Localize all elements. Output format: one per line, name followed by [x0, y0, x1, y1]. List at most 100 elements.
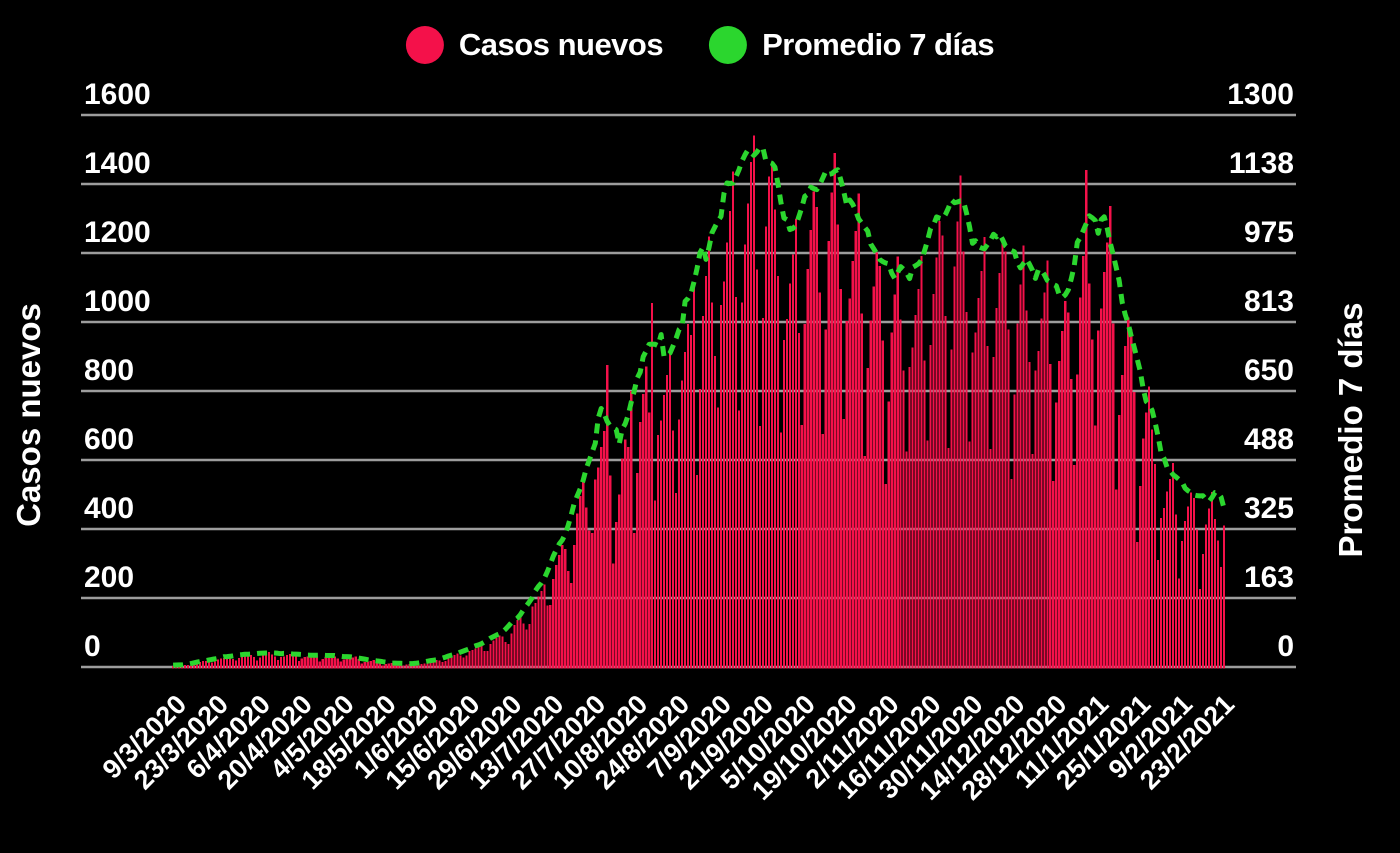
bar — [1157, 560, 1160, 669]
bar — [707, 236, 711, 669]
bars-series-casos-nuevos — [172, 135, 1226, 669]
bar — [312, 655, 315, 669]
bar — [1007, 329, 1010, 669]
bar — [345, 658, 348, 669]
bar — [618, 494, 621, 669]
bar — [576, 513, 579, 669]
bar — [189, 665, 193, 669]
bar — [911, 347, 914, 669]
bar — [728, 210, 732, 669]
bar — [528, 623, 531, 669]
bar — [426, 662, 429, 669]
bar — [980, 270, 983, 669]
bar — [672, 430, 675, 669]
bar — [342, 659, 345, 669]
bar — [525, 629, 528, 669]
left-y-tick-label: 1200 — [84, 216, 151, 249]
bar — [654, 500, 657, 669]
bar — [1025, 310, 1028, 669]
bar — [803, 324, 806, 669]
bar — [722, 281, 726, 669]
bar — [645, 366, 648, 669]
bar — [228, 656, 232, 669]
bar — [477, 646, 480, 669]
bar — [498, 635, 501, 669]
bar — [830, 192, 833, 669]
bar — [585, 507, 588, 669]
bar — [884, 483, 887, 669]
bar — [938, 220, 941, 669]
bar — [336, 658, 339, 669]
bar — [950, 349, 953, 669]
bar — [615, 522, 618, 669]
bar — [857, 193, 860, 669]
bar — [734, 297, 738, 669]
bar — [480, 645, 483, 669]
bar — [606, 365, 609, 669]
bar — [1183, 521, 1187, 669]
bar — [1061, 330, 1064, 669]
bar — [854, 230, 857, 669]
bar — [441, 661, 444, 669]
right-y-tick-label: 1300 — [1227, 78, 1294, 111]
bar — [974, 332, 977, 669]
bar — [986, 345, 989, 669]
bar — [1180, 541, 1184, 669]
bar — [1174, 514, 1178, 669]
bar — [680, 380, 684, 669]
bar — [788, 283, 791, 669]
bar — [459, 655, 462, 669]
casos-nuevos-swatch-icon — [405, 26, 444, 64]
bar — [588, 530, 591, 669]
bar — [240, 656, 244, 669]
bar — [630, 391, 633, 669]
bar — [483, 650, 486, 669]
bar — [1094, 425, 1097, 669]
bar — [959, 175, 962, 669]
bar — [543, 584, 546, 669]
bar — [564, 549, 567, 669]
bar — [648, 412, 651, 669]
bar — [636, 472, 639, 669]
bar — [1076, 374, 1079, 669]
bar — [642, 394, 645, 669]
bar — [818, 292, 821, 669]
left-axis-title: Casos nuevos — [10, 303, 47, 527]
bar — [956, 221, 959, 669]
bar — [1034, 370, 1037, 669]
bar — [701, 315, 705, 669]
bar — [504, 642, 507, 669]
bar — [896, 256, 899, 669]
bar — [666, 374, 669, 669]
bar — [234, 660, 238, 669]
bar — [929, 345, 932, 669]
bar — [375, 660, 378, 669]
bar — [923, 360, 926, 669]
right-y-tick-label: 975 — [1244, 216, 1294, 249]
bar — [848, 298, 851, 669]
bar — [231, 659, 235, 669]
bar — [639, 422, 642, 669]
bar — [704, 276, 708, 669]
bar — [210, 662, 214, 669]
bar — [237, 658, 241, 669]
bar — [1067, 312, 1070, 669]
bar — [887, 401, 890, 669]
bar — [300, 658, 303, 669]
bar — [1216, 540, 1220, 669]
right-axis-tick-labels: 0 163 325 488 650 813 975 1138 1300 — [1227, 78, 1294, 663]
bar — [357, 659, 360, 669]
bar — [1016, 323, 1019, 669]
bar — [863, 456, 866, 669]
bar — [519, 615, 522, 669]
bar — [1049, 363, 1052, 669]
bar — [1070, 378, 1073, 669]
bar — [809, 230, 812, 669]
bar — [489, 644, 492, 669]
bar — [246, 654, 250, 669]
bar — [833, 152, 836, 669]
bar — [872, 286, 875, 669]
bar — [866, 367, 869, 669]
bar — [1028, 362, 1031, 669]
bar — [249, 654, 253, 669]
